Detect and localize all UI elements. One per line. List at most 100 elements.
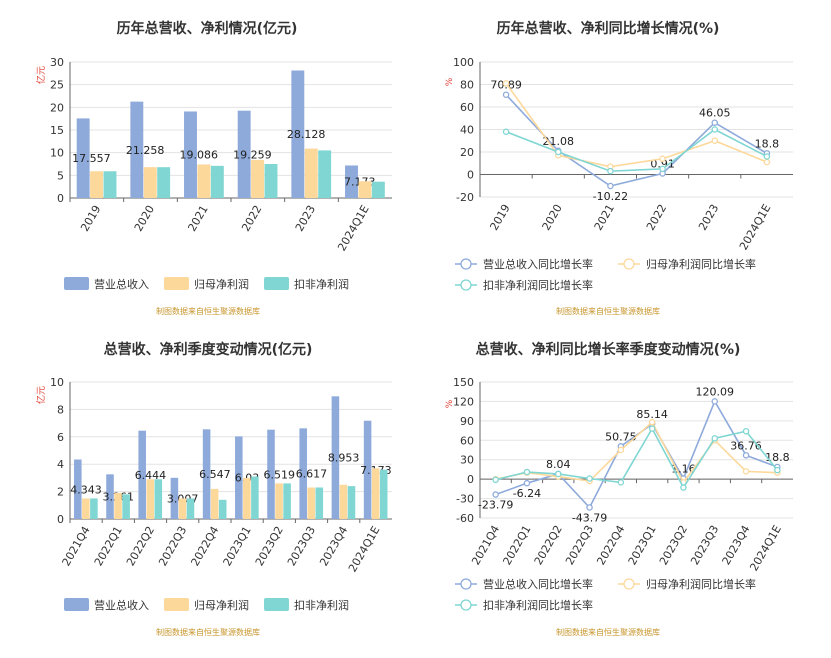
series-point — [659, 165, 666, 173]
legend-label: 扣非净利润同比增长率 — [483, 598, 593, 612]
series-point — [711, 126, 719, 133]
series-point — [586, 475, 593, 482]
x-tick-label: 2022Q3 — [563, 523, 596, 567]
legend-swatch — [264, 598, 289, 611]
y-tick-label: 2 — [57, 486, 64, 499]
series-line — [505, 82, 768, 168]
x-tick-label: 2021Q4 — [469, 523, 502, 567]
x-tick-label: 2021 — [186, 203, 211, 234]
legend-label: 扣非净利润同比增长率 — [483, 278, 593, 292]
y-tick-label: 20 — [50, 101, 64, 114]
y-axis-unit: 亿元 — [35, 66, 47, 84]
y-tick-label: 60 — [460, 101, 474, 114]
data-label: 21.258 — [126, 144, 165, 157]
y-tick-label: 10 — [50, 147, 64, 160]
data-label: -43.79 — [572, 512, 607, 525]
bar-revenue — [76, 118, 90, 198]
source-note: 制图数据来自恒生聚源数据库 — [156, 306, 260, 316]
series-point — [492, 491, 499, 498]
legend-label: 营业总收入 — [94, 598, 149, 612]
series-line — [495, 420, 778, 484]
x-tick-label: 2022Q3 — [156, 524, 189, 568]
bar-deducted-profit — [90, 498, 98, 519]
series-point — [742, 452, 750, 459]
series-point — [492, 476, 499, 484]
x-tick-label: 2022Q1 — [500, 523, 533, 567]
series-point — [711, 398, 719, 405]
bar-revenue — [345, 165, 358, 198]
series-point — [742, 468, 750, 475]
y-tick-label: 60 — [460, 434, 474, 447]
y-axis-unit: % — [445, 77, 455, 86]
y-axis-unit: % — [445, 399, 455, 408]
bar-net-profit — [358, 181, 372, 198]
y-tick-label: 30 — [50, 56, 64, 69]
data-label: 8.04 — [546, 458, 571, 471]
annual-growth-rate-chart: 历年总营收、净利同比增长情况(%)% -20 0 20 40 60 80 100 2019 202… — [445, 20, 793, 316]
y-tick-label: 8 — [57, 403, 64, 416]
bar-deducted-profit — [186, 498, 195, 519]
legend-marker — [460, 258, 472, 270]
legend-label: 扣非净利润 — [294, 277, 349, 291]
data-label: -10.22 — [593, 190, 628, 203]
bar-deducted-profit — [103, 171, 117, 198]
y-tick-label: 0 — [57, 192, 64, 205]
y-tick-label: 90 — [460, 415, 474, 428]
data-label: 36.76 — [730, 439, 762, 452]
series-point — [763, 158, 771, 166]
y-tick-label: 10 — [50, 376, 64, 389]
x-tick-label: 2023Q1 — [626, 523, 659, 567]
series-point — [711, 137, 719, 144]
y-tick-label: 0 — [57, 513, 64, 526]
x-tick-label: 2019 — [487, 202, 512, 233]
bar-revenue — [237, 110, 251, 198]
x-tick-label: 2022Q4 — [594, 523, 627, 567]
bar-revenue — [138, 430, 146, 519]
bar-net-profit — [304, 148, 318, 198]
x-tick-label: 2020 — [540, 202, 565, 233]
x-tick-label: 2021Q4 — [60, 524, 93, 568]
x-tick-label: 2022Q1 — [92, 524, 125, 568]
y-tick-label: 80 — [460, 79, 474, 92]
x-tick-label: 2023Q4 — [317, 524, 350, 568]
series-line — [505, 94, 768, 187]
y-tick-label: -60 — [456, 512, 474, 525]
chart-title: 历年总营收、净利同比增长情况(%) — [497, 20, 720, 37]
y-tick-label: 40 — [460, 124, 474, 137]
x-tick-label: 2023Q2 — [253, 524, 286, 568]
bar-revenue — [184, 111, 197, 198]
y-tick-label: -20 — [456, 191, 474, 204]
bar-net-profit — [143, 167, 157, 198]
legend-label: 归母净利润同比增长率 — [646, 257, 756, 271]
y-tick-label: 20 — [460, 146, 474, 159]
y-tick-label: 15 — [50, 124, 64, 137]
series-point — [502, 80, 510, 87]
x-tick-label: 2023Q1 — [221, 524, 254, 568]
y-axis-unit: 亿元 — [35, 386, 47, 404]
x-tick-label: 2023Q4 — [720, 523, 753, 567]
chart-title: 总营收、净利季度变动情况(亿元) — [104, 341, 313, 358]
bar-deducted-profit — [264, 164, 278, 198]
bar-deducted-profit — [379, 469, 388, 519]
series-point — [659, 155, 666, 162]
series-point — [555, 470, 562, 478]
y-tick-label: 0 — [467, 473, 474, 486]
x-tick-label: 2023 — [696, 202, 721, 233]
bar-net-profit — [90, 171, 104, 198]
bar-net-profit — [210, 488, 219, 519]
y-tick-label: 0 — [467, 169, 474, 182]
bar-net-profit — [146, 479, 155, 519]
data-label: 46.05 — [699, 107, 731, 120]
x-tick-label: 2022Q2 — [124, 524, 157, 568]
y-tick-label: 120 — [453, 395, 474, 408]
series-point — [586, 504, 593, 511]
series-point — [648, 418, 656, 426]
data-label: 19.259 — [233, 148, 272, 161]
data-label: 19.086 — [180, 149, 219, 162]
x-tick-label: 2023Q3 — [285, 524, 318, 568]
bar-deducted-profit — [347, 486, 356, 519]
bar-net-profit — [178, 498, 187, 519]
series-point — [648, 425, 656, 432]
